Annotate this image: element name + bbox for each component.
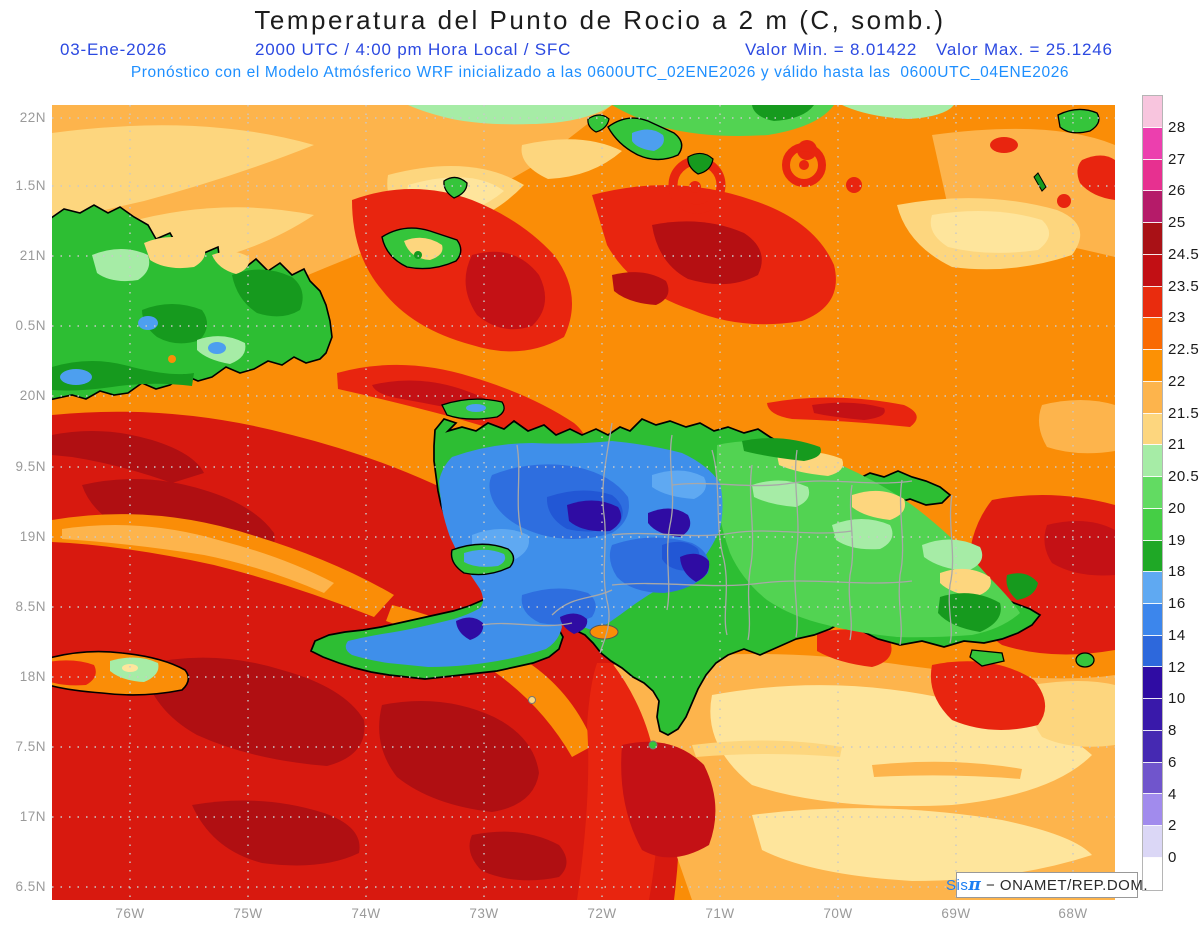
colorbar-tick-label: 14 (1168, 626, 1186, 644)
lon-tick-label: 70W (823, 906, 853, 921)
colorbar-block (1143, 508, 1162, 541)
colorbar-tick-label: 22.5 (1168, 341, 1200, 359)
watermark-brand: Sis (946, 876, 969, 894)
colorbar-block (1143, 127, 1162, 160)
colorbar-tick-label: 23 (1168, 309, 1186, 327)
colorbar-block (1143, 730, 1162, 763)
bahamas-islands (381, 108, 1100, 270)
lat-tick-label: 20N (19, 388, 46, 403)
colorbar-block (1143, 159, 1162, 192)
time-label: 2000 UTC / 4:00 pm Hora Local / SFC (255, 40, 572, 59)
colorbar-block (1143, 667, 1162, 700)
colorbar-tick-label: 0 (1168, 848, 1177, 866)
lon-tick-label: 74W (351, 906, 381, 921)
lat-tick-label: 18N (19, 669, 46, 684)
colorbar (1142, 95, 1163, 891)
dewpoint-contour-map (52, 105, 1115, 900)
lat-tick-label: 21N (19, 248, 46, 263)
lon-tick-label: 69W (941, 906, 971, 921)
colorbar-tick-label: 6 (1168, 753, 1177, 771)
colorbar-tick-label: 8 (1168, 722, 1177, 740)
lon-tick-label: 71W (705, 906, 735, 921)
colorbar-tick-label: 2 (1168, 817, 1177, 835)
colorbar-block (1143, 191, 1162, 224)
lat-tick-label: 22N (19, 110, 46, 125)
map-canvas (52, 105, 1115, 900)
colorbar-tick-label: 20.5 (1168, 468, 1200, 486)
jamaica-landmass (52, 650, 190, 696)
watermark-pi-glyph: π (968, 875, 982, 895)
colorbar-tick-label: 16 (1168, 595, 1186, 613)
colorbar-block (1143, 762, 1162, 795)
colorbar-block (1143, 445, 1162, 478)
min-value-label: Valor Min. = 8.01422 (745, 40, 918, 59)
max-value-label: Valor Max. = 25.1246 (936, 40, 1113, 59)
lat-tick-label: 6.5N (15, 879, 46, 894)
province-borders (481, 422, 954, 654)
watermark-org: ONAMET/REP.DOM. (999, 876, 1148, 894)
colorbar-tick-label: 25 (1168, 214, 1186, 232)
lat-tick-label: 19N (19, 529, 46, 544)
colorbar-tick-label: 12 (1168, 658, 1186, 676)
colorbar-tick-label: 10 (1168, 690, 1186, 708)
forecast-info-line: Pronóstico con el Modelo Atmósferico WRF… (130, 64, 1070, 81)
colorbar-tick-label: 19 (1168, 531, 1186, 549)
colorbar-tick-label: 23.5 (1168, 277, 1200, 295)
colorbar-block (1143, 223, 1162, 255)
lat-tick-label: 7.5N (15, 739, 46, 754)
colorbar-block (1143, 96, 1162, 128)
watermark-separator: − (981, 876, 1000, 894)
colorbar-block (1143, 318, 1162, 351)
colorbar-tick-label: 21.5 (1168, 404, 1200, 422)
lat-tick-label: 0.5N (15, 318, 46, 333)
lat-tick-label: 8.5N (15, 599, 46, 614)
colorbar-block (1143, 857, 1162, 890)
watermark-badge: Sis π − ONAMET/REP.DOM. (946, 872, 1147, 898)
colorbar-tick-label: 22 (1168, 372, 1186, 390)
colorbar-block (1143, 381, 1162, 414)
colorbar-block (1143, 413, 1162, 446)
lon-tick-label: 76W (115, 906, 145, 921)
colorbar-tick-label: 21 (1168, 436, 1186, 454)
colorbar-block (1143, 699, 1162, 731)
colorbar-tick-label: 26 (1168, 182, 1186, 200)
lat-tick-label: 9.5N (15, 459, 46, 474)
colorbar-block (1143, 286, 1162, 319)
lat-tick-label: 17N (19, 809, 46, 824)
small-islands (441, 398, 1095, 750)
colorbar-tick-label: 4 (1168, 785, 1177, 803)
colorbar-block (1143, 477, 1162, 509)
lon-tick-label: 72W (587, 906, 617, 921)
lon-tick-label: 68W (1058, 906, 1088, 921)
lat-tick-label: 1.5N (15, 178, 46, 193)
colorbar-block (1143, 254, 1162, 287)
date-label: 03-Ene-2026 (60, 40, 168, 59)
colorbar-tick-label: 18 (1168, 563, 1186, 581)
colorbar-block (1143, 350, 1162, 382)
colorbar-block (1143, 826, 1162, 858)
colorbar-tick-label: 20 (1168, 499, 1186, 517)
colorbar-tick-label: 24.5 (1168, 245, 1200, 263)
colorbar-block (1143, 635, 1162, 668)
lon-tick-label: 75W (233, 906, 263, 921)
hispaniola-landmass (309, 417, 1042, 736)
colorbar-block (1143, 604, 1162, 636)
page-title: Temperatura del Punto de Rocio a 2 m (C,… (254, 5, 946, 35)
cuba-landmass (52, 204, 333, 401)
colorbar-tick-label: 28 (1168, 119, 1186, 136)
colorbar-block (1143, 540, 1162, 573)
colorbar-tick-label: 27 (1168, 150, 1186, 168)
lon-tick-label: 73W (469, 906, 499, 921)
header-info-line: 03-Ene-2026 2000 UTC / 4:00 pm Hora Loca… (0, 40, 1200, 60)
colorbar-block (1143, 572, 1162, 604)
colorbar-block (1143, 794, 1162, 827)
